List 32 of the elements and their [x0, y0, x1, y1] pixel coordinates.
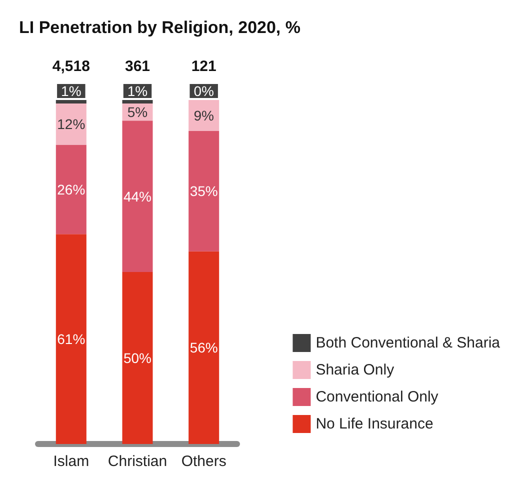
- bar: [122, 272, 153, 444]
- data-label: 1%: [61, 83, 82, 99]
- data-label: 44%: [123, 188, 152, 204]
- bar: [122, 120, 153, 272]
- legend-label: No Life Insurance: [316, 416, 434, 432]
- bar: [56, 103, 86, 145]
- data-label: 26%: [57, 181, 86, 198]
- data-label: 0%: [194, 83, 214, 99]
- chart-title: LI Penetration by Religion, 2020, %: [19, 18, 301, 37]
- bar: [56, 234, 86, 444]
- bar: [56, 144, 86, 234]
- x-tick-label: Others: [181, 453, 226, 470]
- text: 4,518: [52, 58, 90, 75]
- data-label: 56%: [190, 340, 218, 356]
- bar: [188, 130, 220, 252]
- data-label: 5%: [127, 104, 148, 120]
- data-label: 50%: [123, 350, 152, 366]
- text: 361: [124, 58, 150, 75]
- data-label: 9%: [194, 107, 214, 124]
- data-label: 35%: [190, 183, 218, 200]
- bar: [188, 251, 220, 444]
- x-tick-label: Christian: [108, 453, 168, 470]
- data-label: 61%: [57, 331, 86, 348]
- legend-label: Sharia Only: [316, 362, 395, 378]
- data-label: 1%: [127, 83, 148, 99]
- data-label: 12%: [57, 116, 86, 132]
- text: 121: [191, 58, 216, 75]
- x-tick-label: Islam: [53, 453, 90, 470]
- bar: [56, 100, 86, 104]
- legend-label: Both Conventional & Sharia: [316, 334, 501, 352]
- legend-label: Conventional Only: [316, 388, 439, 406]
- bar: [122, 100, 153, 104]
